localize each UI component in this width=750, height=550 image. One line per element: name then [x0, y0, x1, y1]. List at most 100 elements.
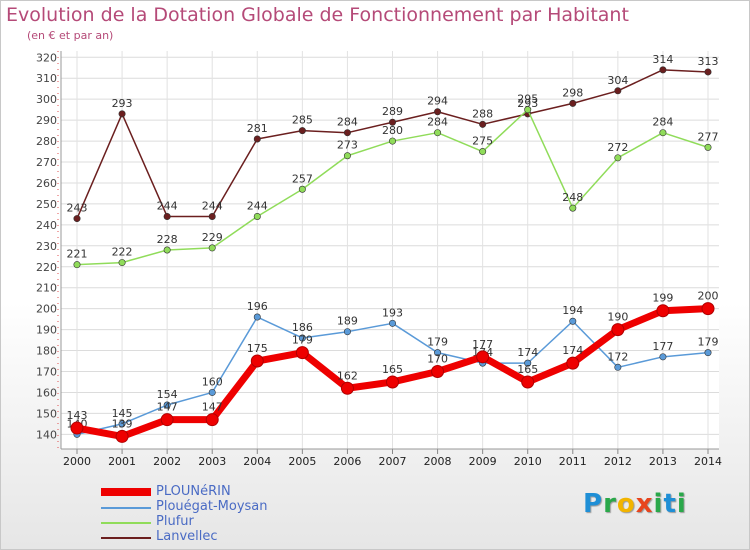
data-label-plufur: 280 [382, 124, 403, 137]
y-tick-label: 210 [36, 282, 57, 295]
legend-item-plounerin: PLOUNéRIN [101, 484, 341, 499]
x-tick-label: 2005 [288, 455, 316, 468]
data-point-plufur [614, 154, 622, 162]
data-point-plouegat-moysan [569, 317, 577, 325]
chart-subtitle: (en € et par an) [27, 29, 114, 42]
data-point-plounerin [656, 304, 670, 318]
data-point-plufur [298, 185, 306, 193]
data-point-plounerin [205, 413, 219, 427]
legend-swatch-lanvellec [101, 537, 151, 539]
data-point-plufur [434, 129, 442, 137]
data-label-plounerin: 162 [337, 369, 358, 382]
y-tick-label: 300 [36, 93, 57, 106]
y-tick-label: 230 [36, 240, 57, 253]
data-label-plounerin: 179 [292, 334, 313, 347]
data-label-plufur: 229 [202, 231, 223, 244]
data-point-lanvellec [569, 99, 577, 107]
data-label-plounerin: 170 [427, 352, 448, 365]
data-label-plufur: 273 [337, 139, 358, 152]
data-point-plouegat-moysan [343, 328, 351, 336]
data-point-plufur [73, 261, 81, 269]
data-point-lanvellec [73, 215, 81, 223]
y-tick-label: 220 [36, 261, 57, 274]
data-point-lanvellec [208, 212, 216, 220]
data-point-lanvellec [704, 68, 712, 76]
data-point-plounerin [611, 323, 625, 337]
data-point-plufur [343, 152, 351, 160]
data-point-plouegat-moysan [208, 388, 216, 396]
data-point-lanvellec [253, 135, 261, 143]
data-label-plufur: 244 [247, 199, 268, 212]
x-tick-label: 2013 [649, 455, 677, 468]
data-label-lanvellec: 304 [607, 74, 628, 87]
data-label-plufur: 295 [517, 93, 538, 106]
data-label-plounerin: 174 [562, 344, 583, 357]
x-tick-label: 2010 [514, 455, 542, 468]
data-point-lanvellec [388, 118, 396, 126]
data-label-plouegat-moysan: 160 [202, 375, 223, 388]
data-label-lanvellec: 313 [698, 55, 719, 68]
data-label-lanvellec: 294 [427, 95, 448, 108]
data-label-plouegat-moysan: 174 [517, 346, 538, 359]
data-point-lanvellec [614, 87, 622, 95]
y-tick-label: 270 [36, 156, 57, 169]
data-point-plounerin [521, 375, 535, 389]
data-label-plufur: 228 [157, 233, 178, 246]
legend-label-plouegat-moysan: Plouégat-Moysan [156, 499, 268, 514]
chart-title: Evolution de la Dotation Globale de Fonc… [6, 4, 629, 26]
data-point-plounerin [115, 429, 129, 443]
x-tick-label: 2012 [604, 455, 632, 468]
legend: PLOUNéRIN Plouégat-Moysan Plufur Lanvell… [101, 484, 341, 544]
data-label-plufur: 272 [607, 141, 628, 154]
data-point-plufur [704, 143, 712, 151]
data-label-plufur: 222 [112, 246, 133, 259]
legend-swatch-plufur [101, 522, 151, 524]
data-label-plufur: 284 [652, 116, 673, 129]
data-label-lanvellec: 244 [157, 199, 178, 212]
data-point-lanvellec [343, 129, 351, 137]
data-label-lanvellec: 293 [112, 97, 133, 110]
data-label-lanvellec: 314 [652, 53, 673, 66]
legend-label-plufur: Plufur [156, 514, 194, 529]
x-tick-label: 2014 [694, 455, 722, 468]
y-tick-label: 290 [36, 114, 57, 127]
x-tick-label: 2001 [108, 455, 136, 468]
data-label-plouegat-moysan: 179 [698, 336, 719, 349]
data-point-plouegat-moysan [163, 401, 171, 409]
data-point-plounerin [386, 375, 399, 389]
data-point-plouegat-moysan [614, 363, 622, 371]
legend-item-plouegat-moysan: Plouégat-Moysan [101, 499, 341, 514]
x-tick-label: 2011 [559, 455, 587, 468]
y-tick-label: 260 [36, 177, 57, 190]
data-label-plouegat-moysan: 193 [382, 306, 403, 319]
proxiti-logo: Proxiti [583, 489, 687, 519]
y-tick-label: 190 [36, 324, 57, 337]
y-tick-label: 170 [36, 365, 57, 378]
data-label-plufur: 248 [562, 191, 583, 204]
data-label-plouegat-moysan: 179 [427, 336, 448, 349]
data-point-plufur [118, 259, 126, 267]
data-point-plufur [569, 204, 577, 212]
x-tick-label: 2008 [424, 455, 452, 468]
data-label-plouegat-moysan: 172 [607, 350, 628, 363]
x-tick-label: 2000 [63, 455, 91, 468]
x-tick-label: 2004 [243, 455, 271, 468]
data-label-plufur: 257 [292, 172, 313, 185]
x-tick-label: 2002 [153, 455, 181, 468]
y-tick-label: 160 [36, 386, 57, 399]
data-label-lanvellec: 244 [202, 199, 223, 212]
data-label-lanvellec: 284 [337, 116, 358, 129]
data-label-plounerin: 147 [157, 401, 178, 414]
data-point-plufur [208, 244, 216, 252]
data-label-plufur: 277 [698, 130, 719, 143]
data-label-plouegat-moysan: 177 [652, 340, 673, 353]
legend-item-plufur: Plufur [101, 514, 341, 529]
data-label-lanvellec: 293 [517, 97, 538, 110]
data-point-lanvellec [163, 212, 171, 220]
data-point-lanvellec [118, 110, 126, 118]
data-point-lanvellec [434, 108, 442, 116]
data-point-plounerin [701, 302, 715, 316]
legend-swatch-plounerin [101, 488, 151, 496]
